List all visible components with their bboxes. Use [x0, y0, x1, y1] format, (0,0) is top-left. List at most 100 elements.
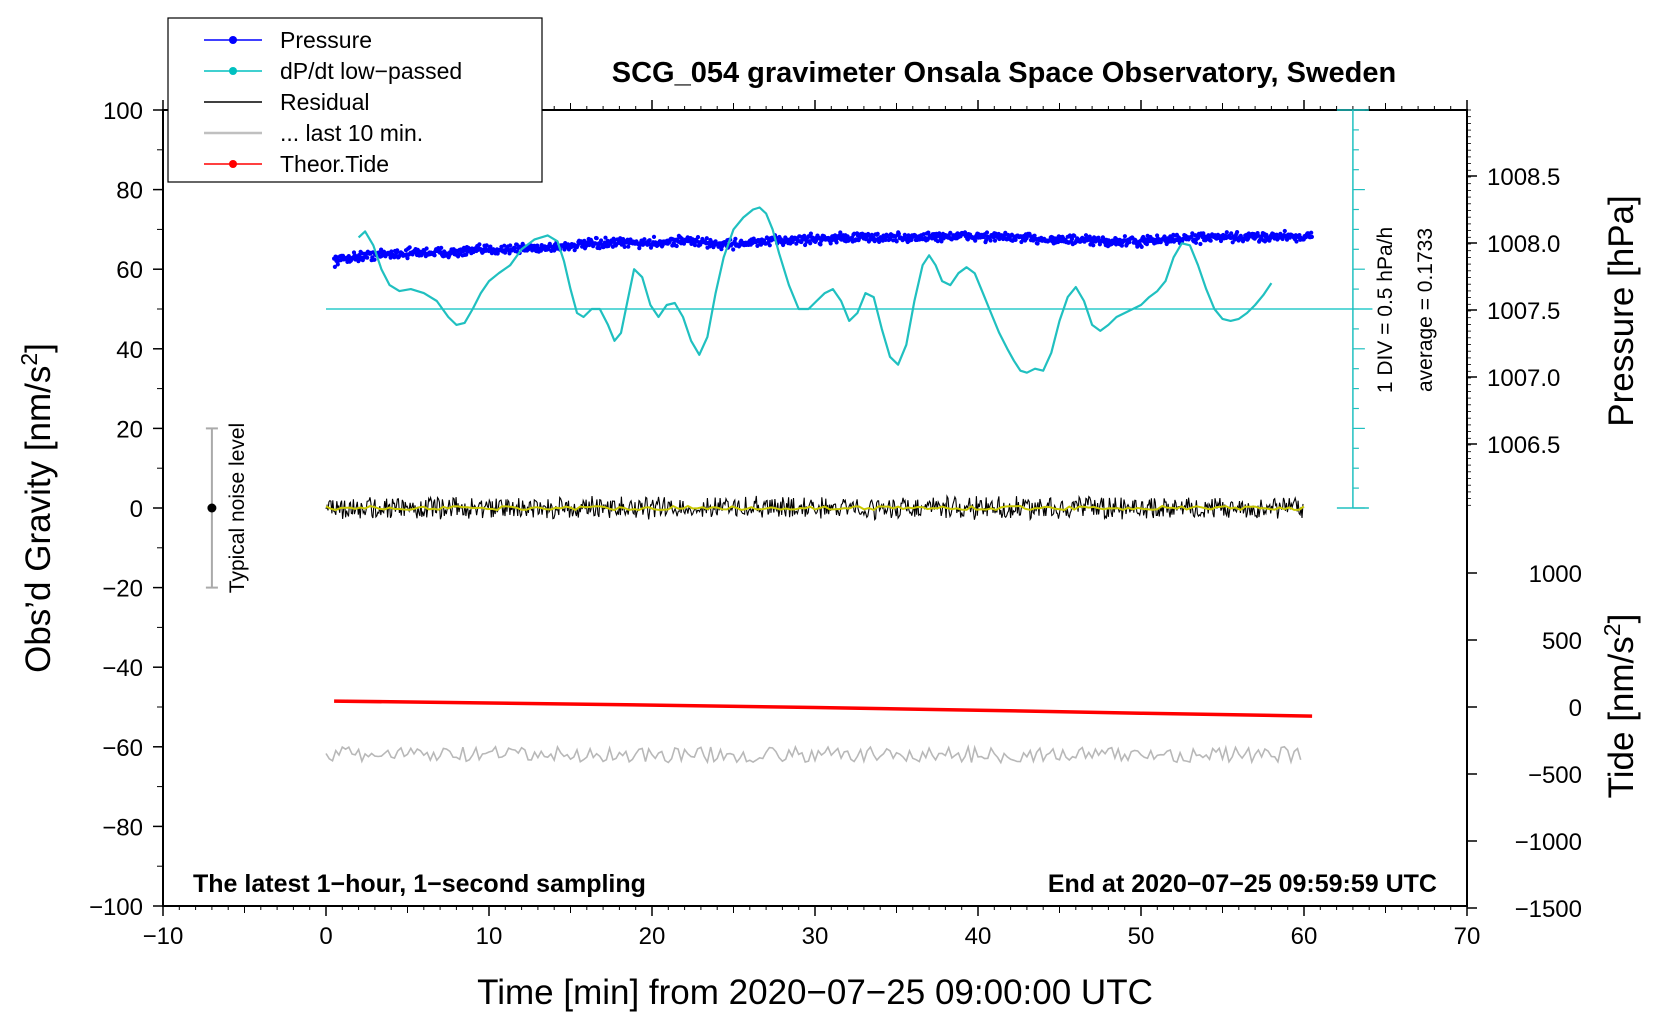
y-tick-label: 60: [116, 257, 143, 284]
x-tick-label: 20: [639, 923, 666, 950]
y-axis-label-left-sup: 2: [16, 353, 42, 366]
pressure-point: [365, 255, 370, 260]
pressure-point: [1201, 231, 1206, 236]
pressure-tick-label: 1007.0: [1487, 365, 1560, 392]
noise-level-label: Typical noise level: [226, 423, 249, 593]
pressure-point: [332, 264, 337, 269]
pressure-point: [424, 246, 429, 251]
pressure-point: [803, 242, 808, 248]
y-axis-label-left: Obs’d Gravity [nm/s2]: [16, 343, 58, 673]
pressure-point: [965, 237, 971, 242]
pressure-tick-label: 1006.5: [1487, 432, 1560, 459]
x-tick-label: 10: [476, 923, 503, 950]
pressure-point: [1294, 239, 1299, 244]
y-axis-label-tide: Tide [nm/s2]: [1599, 614, 1641, 799]
y-axis-label-pressure: Pressure [hPa]: [1602, 195, 1641, 427]
pressure-point: [1218, 238, 1224, 244]
y-tick-label: 40: [116, 337, 143, 364]
chart-title: SCG_054 gravimeter Onsala Space Observat…: [612, 57, 1396, 89]
pressure-point: [1208, 238, 1213, 243]
pressure-tick-label: 1007.5: [1487, 298, 1560, 325]
pressure-point: [838, 230, 843, 235]
pressure-point: [594, 236, 599, 241]
pressure-point: [808, 231, 814, 236]
pressure-point: [1083, 233, 1089, 238]
pressure-point: [1193, 240, 1199, 245]
pressure-point: [973, 238, 978, 243]
y-axis-label-tide-end: ]: [1602, 614, 1641, 624]
pressure-point: [647, 238, 652, 243]
x-tick-label: 70: [1454, 923, 1481, 950]
average-label: average = 0.1733: [1414, 228, 1437, 392]
y-tick-label: 20: [116, 416, 143, 443]
pressure-point: [502, 243, 507, 248]
div-label: 1 DIV = 0.5 hPa/h: [1374, 227, 1397, 393]
footer-left: The latest 1−hour, 1−second sampling: [193, 870, 646, 898]
y-axis-label-left-end: ]: [19, 343, 58, 353]
pressure-point: [992, 238, 998, 243]
tide-tick-label: 0: [1569, 695, 1582, 722]
pressure-point: [1072, 233, 1077, 238]
residual-series: [325, 494, 1304, 522]
pressure-point: [1091, 243, 1096, 248]
pressure-point: [508, 243, 513, 248]
tide-tick-label: 500: [1542, 628, 1582, 655]
pressure-point: [1119, 243, 1124, 248]
tide-axis-ticks: −1500 −1000 −500 0 500 1000: [1467, 561, 1582, 923]
noise-level-bar: [205, 427, 218, 589]
legend-box: [167, 17, 543, 183]
pressure-point: [984, 230, 990, 235]
x-tick-label: 50: [1128, 923, 1155, 950]
tide-tick-label: −1500: [1515, 896, 1582, 923]
legend-swatch-marker: [229, 67, 237, 75]
tide-tick-label: −1000: [1515, 829, 1582, 856]
pressure-point: [733, 236, 738, 241]
pressure-point: [1035, 241, 1040, 246]
y-tick-label: 0: [130, 496, 143, 523]
pressure-point: [988, 238, 993, 243]
legend: Pressure dP/dt low−passed Residual ... last…: [167, 17, 543, 183]
pressure-point: [1309, 234, 1314, 239]
y-tick-label: −60: [102, 735, 143, 762]
pressure-point: [755, 243, 760, 248]
footer-right: End at 2020−07−25 09:59:59 UTC: [1048, 870, 1437, 898]
pressure-point: [1282, 228, 1287, 234]
pressure-point: [637, 246, 642, 251]
y-tick-label: 80: [116, 178, 143, 205]
pressure-point: [1096, 235, 1101, 240]
y-axis-label-tide-sup: 2: [1599, 623, 1625, 636]
pressure-point: [477, 242, 482, 247]
pressure-point: [405, 256, 410, 261]
pressure-point: [1229, 231, 1234, 236]
pressure-point: [935, 239, 940, 244]
x-axis-label: Time [min] from 2020−07−25 09:00:00 UTC: [477, 973, 1153, 1012]
pressure-point: [818, 242, 823, 247]
noise-bar-center: [207, 503, 217, 513]
pressure-point: [642, 237, 647, 242]
tide-series: [334, 699, 1313, 718]
pressure-point: [407, 245, 412, 250]
dpdt-scale-bar: [1336, 109, 1369, 509]
pressure-point: [1198, 241, 1203, 247]
legend-label: dP/dt low−passed: [280, 58, 462, 84]
pressure-point: [834, 240, 839, 245]
legend-items: Pressure dP/dt low−passed Residual ... last…: [204, 27, 462, 177]
legend-swatch-marker: [229, 160, 237, 168]
x-tick-label: 30: [802, 923, 829, 950]
pressure-point: [572, 248, 577, 253]
tide-tick-label: −500: [1528, 762, 1582, 789]
pressure-axis-ticks: 1006.5 1007.0 1007.5 1008.0 1008.5: [1467, 109, 1560, 506]
x-tick-label: −10: [143, 923, 184, 950]
pressure-point: [902, 232, 907, 237]
legend-label: Residual: [280, 89, 370, 115]
pressure-point: [432, 253, 437, 258]
pressure-point: [599, 238, 604, 243]
dpdt-series: [357, 206, 1273, 374]
pressure-point: [626, 244, 631, 249]
legend-label: Theor.Tide: [280, 151, 389, 177]
pressure-point: [883, 237, 888, 242]
pressure-point: [692, 243, 698, 248]
legend-swatch-marker: [229, 36, 237, 44]
y-tick-label: −80: [102, 814, 143, 841]
